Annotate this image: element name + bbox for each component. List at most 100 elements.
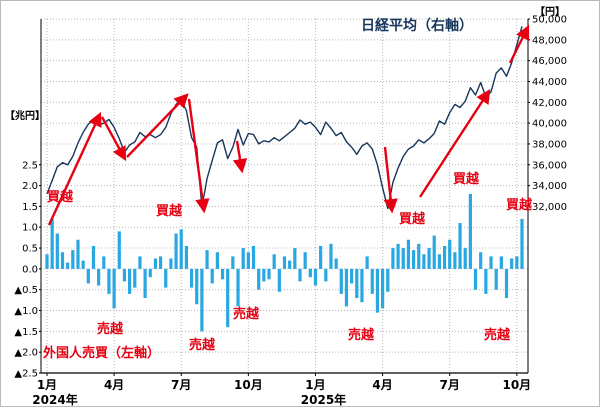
- bar: [355, 268, 359, 299]
- left-tick-label: ▲1.5: [14, 327, 38, 338]
- x-tick-label: 1月: [37, 378, 57, 392]
- bar: [520, 218, 524, 269]
- bar: [515, 256, 519, 269]
- bar: [303, 252, 307, 269]
- x-tick-label: 10月: [502, 378, 531, 392]
- left-tick-label: 1.0: [22, 223, 38, 234]
- bar: [143, 268, 147, 299]
- bar: [324, 268, 328, 282]
- right-tick-label: 38,000: [532, 139, 567, 150]
- bar: [60, 252, 65, 269]
- bar: [133, 268, 137, 288]
- left-tick-label: ▲2.5: [14, 369, 38, 380]
- left-tick-label: 2.5: [22, 160, 38, 171]
- x-axis-ticks: 1月 4月 7月 10月 1月 4月 7月 10月 2024年 2025年: [32, 373, 531, 407]
- right-tick-label: 32,000: [532, 202, 567, 213]
- annotation-label: 買越: [156, 203, 183, 219]
- left-axis-ticks: 2.5 2.0 1.5 1.0 0.5 0.0 ▲0.5 ▲1.0 ▲1.5 ▲2.0 ▲2.5: [14, 160, 41, 380]
- annotation-label: 買越: [506, 197, 533, 213]
- trend-arrow: [508, 24, 530, 64]
- bar: [504, 268, 509, 299]
- x-tick-label: 7月: [171, 378, 191, 392]
- bar: [334, 258, 338, 269]
- annotation-label: 買越: [399, 211, 426, 227]
- bar: [153, 258, 158, 269]
- x-tick-label: 4月: [104, 378, 124, 392]
- x-tick-label: 4月: [372, 378, 392, 392]
- bar: [489, 256, 493, 269]
- annotation-label: 買越: [47, 189, 74, 205]
- bar: [288, 260, 292, 269]
- bar: [298, 268, 302, 282]
- bar: [411, 250, 416, 269]
- bar: [479, 252, 483, 269]
- bar: [226, 268, 230, 328]
- bar: [442, 245, 447, 269]
- grid: [41, 18, 528, 374]
- nikkei-line: [46, 26, 523, 210]
- bar: [97, 268, 101, 286]
- trend-arrow: [232, 140, 248, 174]
- trend-arrow: [187, 98, 210, 214]
- bar: [308, 268, 312, 278]
- bar: [236, 268, 240, 307]
- bar: [267, 268, 271, 280]
- bar: [463, 248, 467, 269]
- annotation-label: 売越: [189, 337, 216, 353]
- bar: [210, 268, 214, 284]
- bar: [179, 229, 183, 269]
- x-tick-label: 7月: [440, 378, 460, 392]
- bar: [257, 268, 261, 290]
- bar: [262, 268, 266, 282]
- bar: [189, 268, 194, 288]
- bar: [66, 262, 70, 269]
- bar: [319, 245, 323, 269]
- bar: [200, 268, 204, 332]
- bar: [473, 268, 478, 290]
- bar: [220, 268, 225, 280]
- bar: [107, 268, 111, 294]
- bar: [117, 231, 121, 269]
- right-tick-label: 42,000: [532, 98, 567, 109]
- annotation-label: 売越: [233, 306, 260, 322]
- left-tick-label: ▲0.5: [14, 285, 38, 296]
- bar: [231, 256, 235, 269]
- left-tick-label: 1.5: [22, 202, 38, 213]
- bar: [494, 268, 498, 290]
- year-label: 2024年: [32, 392, 77, 407]
- x-tick-label: 10月: [234, 378, 263, 392]
- bar: [432, 235, 436, 269]
- trend-arrow: [418, 88, 491, 198]
- left-axis-unit-label: 【兆円】: [5, 111, 45, 122]
- bar: [380, 268, 385, 309]
- bar: [510, 258, 514, 269]
- bar: [71, 250, 75, 269]
- bar: [313, 268, 318, 286]
- bar: [293, 248, 297, 269]
- bar: [138, 256, 142, 269]
- right-tick-label: 48,000: [532, 35, 567, 46]
- left-tick-label: 0.5: [22, 244, 38, 255]
- bar: [81, 260, 85, 269]
- bar: [45, 254, 49, 269]
- bar: [422, 254, 426, 269]
- bar: [272, 254, 276, 269]
- right-axis-unit-label: 【円】: [535, 7, 565, 18]
- bar: [158, 256, 163, 269]
- bar: [468, 193, 472, 269]
- bar: [169, 258, 173, 269]
- bar: [427, 248, 431, 269]
- trend-arrow: [100, 116, 127, 162]
- bar: [417, 243, 421, 269]
- bar: [370, 268, 374, 294]
- bar: [148, 268, 152, 278]
- annotation-label: 買越: [453, 171, 480, 187]
- bar: [484, 268, 488, 294]
- bar: [344, 268, 349, 307]
- bar: [184, 245, 189, 269]
- bar: [277, 268, 281, 292]
- annotation-label: 売越: [348, 327, 375, 343]
- bar: [437, 254, 441, 269]
- trend-arrow: [126, 93, 189, 158]
